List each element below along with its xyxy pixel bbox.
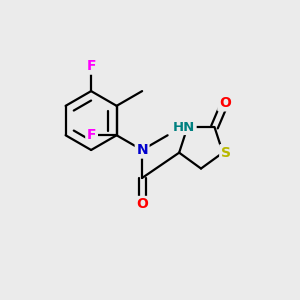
Text: F: F xyxy=(86,59,96,73)
Text: F: F xyxy=(87,128,96,142)
Text: O: O xyxy=(219,96,231,110)
Text: N: N xyxy=(136,143,148,157)
Text: O: O xyxy=(136,197,148,212)
Text: HN: HN xyxy=(173,121,195,134)
Text: S: S xyxy=(221,146,231,160)
